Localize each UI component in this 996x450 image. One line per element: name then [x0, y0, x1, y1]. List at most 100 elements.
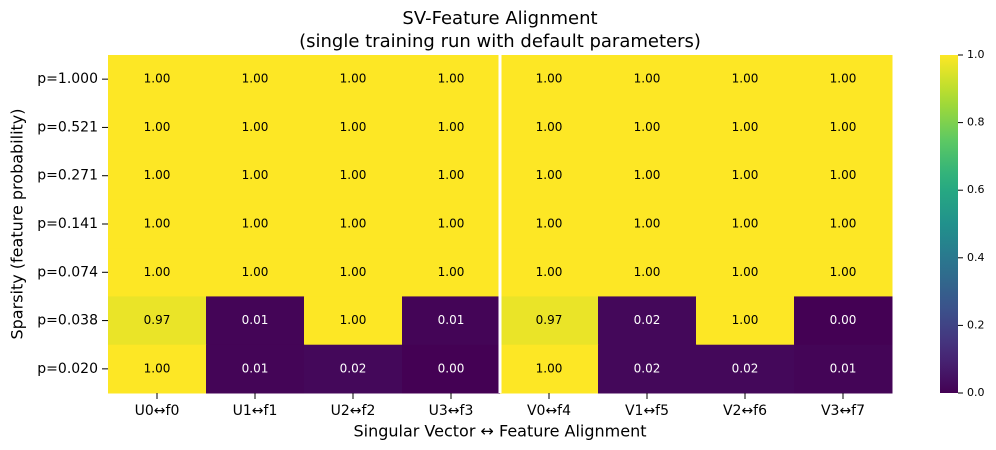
chart-title: SV-Feature Alignment [402, 8, 597, 29]
heatmap-cell [304, 248, 403, 297]
heatmap-cell [794, 151, 893, 201]
heatmap-cell [696, 344, 795, 394]
cell-label: 1.00 [536, 217, 563, 231]
x-axis-label: Singular Vector ↔ Feature Alignment [353, 422, 646, 441]
cell-label: 0.01 [242, 313, 269, 327]
cell-label: 0.01 [438, 313, 465, 327]
heatmap-cell [304, 344, 403, 394]
cell-label: 1.00 [242, 168, 269, 182]
cell-label: 1.00 [536, 120, 563, 134]
cell-label: 1.00 [340, 168, 367, 182]
heatmap-cell [206, 199, 305, 249]
colorbar-tick-label: 0.6 [967, 183, 985, 196]
heatmap-cell [696, 199, 795, 249]
cell-label: 1.00 [144, 361, 171, 375]
chart-subtitle: (single training run with default parame… [299, 31, 701, 52]
colorbar-tick-label: 0.0 [967, 386, 985, 399]
colorbar-tick-label: 1.0 [967, 48, 985, 61]
cell-label: 1.00 [830, 265, 857, 279]
heatmap-cell [598, 55, 697, 104]
cell-label: 1.00 [242, 120, 269, 134]
heatmap-cell [500, 199, 599, 249]
colorbar-tick-label: 0.2 [967, 318, 985, 331]
cell-label: 1.00 [732, 72, 759, 86]
heatmap-cell [402, 151, 501, 201]
cell-label: 1.00 [536, 265, 563, 279]
x-tick-label: V2↔f6 [723, 403, 767, 419]
cell-label: 1.00 [732, 265, 759, 279]
y-tick-label: p=0.074 [37, 264, 98, 280]
cell-label: 0.02 [634, 313, 661, 327]
cell-label: 1.00 [634, 168, 661, 182]
heatmap-cell [108, 296, 207, 346]
x-tick-label: U2↔f2 [331, 403, 376, 419]
heatmap-cell [206, 296, 305, 346]
x-tick-label: V3↔f7 [821, 403, 865, 419]
cell-label: 1.00 [634, 217, 661, 231]
heatmap-cell [108, 55, 207, 104]
cell-label: 0.01 [830, 361, 857, 375]
heatmap-cell [500, 248, 599, 297]
cell-label: 0.02 [732, 361, 759, 375]
x-tick-label: U0↔f0 [135, 403, 180, 419]
y-tick-label: p=0.038 [37, 313, 98, 329]
cell-label: 1.00 [438, 265, 465, 279]
cell-label: 0.97 [144, 313, 171, 327]
heatmap-cell [696, 55, 795, 104]
heatmap-cell [598, 296, 697, 346]
cell-label: 1.00 [340, 120, 367, 134]
heatmap-cell [108, 103, 207, 153]
cell-label: 1.00 [536, 168, 563, 182]
cell-label: 1.00 [732, 120, 759, 134]
cell-label: 1.00 [634, 72, 661, 86]
cell-label: 1.00 [144, 217, 171, 231]
cell-label: 1.00 [830, 168, 857, 182]
heatmap-cell [402, 103, 501, 153]
heatmap-cell [304, 103, 403, 153]
heatmap-cell [304, 55, 403, 104]
cell-label: 1.00 [438, 120, 465, 134]
heatmap-cell [304, 296, 403, 346]
cell-label: 1.00 [144, 120, 171, 134]
heatmap-cell [598, 199, 697, 249]
cell-label: 1.00 [340, 72, 367, 86]
heatmap-cell [108, 248, 207, 297]
heatmap-cell [794, 199, 893, 249]
cell-label: 1.00 [830, 72, 857, 86]
cell-label: 1.00 [732, 168, 759, 182]
heatmap-cell [500, 151, 599, 201]
heatmap-cell [696, 103, 795, 153]
heatmap-cell [402, 296, 501, 346]
x-tick-label: V1↔f5 [625, 403, 669, 419]
heatmap-cell [794, 344, 893, 394]
heatmap-cell [402, 344, 501, 394]
cell-label: 1.00 [830, 217, 857, 231]
heatmap-cell [206, 248, 305, 297]
heatmap-cell [794, 248, 893, 297]
heatmap-cell [696, 151, 795, 201]
cell-label: 0.00 [438, 361, 465, 375]
heatmap-cell [108, 199, 207, 249]
cell-label: 0.02 [340, 361, 367, 375]
cell-label: 1.00 [340, 313, 367, 327]
cell-label: 1.00 [242, 265, 269, 279]
heatmap-cell [304, 151, 403, 201]
cell-label: 1.00 [144, 168, 171, 182]
cell-label: 1.00 [732, 313, 759, 327]
heatmap-cell [696, 248, 795, 297]
cell-label: 1.00 [340, 265, 367, 279]
y-tick-label: p=0.271 [37, 168, 98, 184]
heatmap-cell [500, 55, 599, 104]
heatmap-cell [108, 344, 207, 394]
colorbar-tick-label: 0.4 [967, 251, 985, 264]
x-tick-label: V0↔f4 [527, 403, 571, 419]
cell-label: 1.00 [634, 265, 661, 279]
cell-label: 1.00 [144, 265, 171, 279]
x-tick-label: U3↔f3 [429, 403, 474, 419]
heatmap-cell [794, 296, 893, 346]
cell-label: 1.00 [242, 217, 269, 231]
cell-label: 1.00 [340, 217, 367, 231]
cell-label: 1.00 [242, 72, 269, 86]
cell-label: 1.00 [732, 217, 759, 231]
